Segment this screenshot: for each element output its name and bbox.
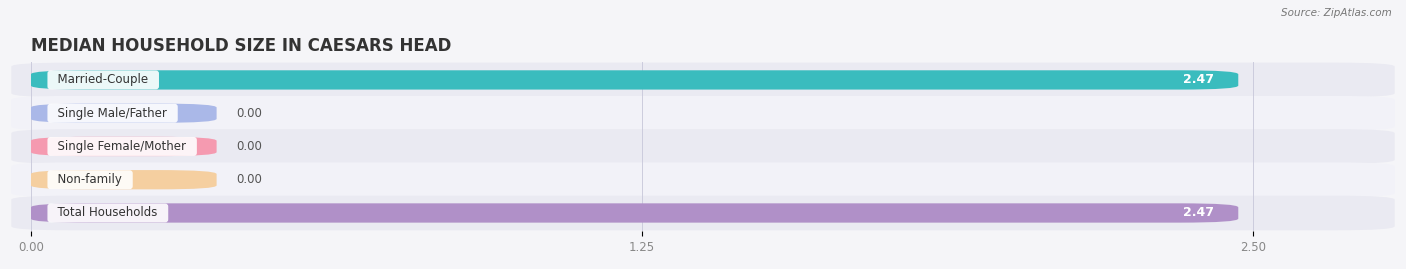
FancyBboxPatch shape bbox=[11, 162, 1395, 197]
FancyBboxPatch shape bbox=[11, 63, 1395, 97]
Text: 2.47: 2.47 bbox=[1182, 207, 1213, 220]
Text: Non-family: Non-family bbox=[51, 173, 129, 186]
Text: Total Households: Total Households bbox=[51, 207, 166, 220]
Text: 0.00: 0.00 bbox=[236, 107, 262, 120]
Text: Single Male/Father: Single Male/Father bbox=[51, 107, 174, 120]
FancyBboxPatch shape bbox=[11, 129, 1395, 164]
Text: Married-Couple: Married-Couple bbox=[51, 73, 156, 86]
FancyBboxPatch shape bbox=[31, 137, 217, 156]
FancyBboxPatch shape bbox=[11, 196, 1395, 230]
Text: 0.00: 0.00 bbox=[236, 140, 262, 153]
Text: Source: ZipAtlas.com: Source: ZipAtlas.com bbox=[1281, 8, 1392, 18]
FancyBboxPatch shape bbox=[31, 104, 217, 123]
FancyBboxPatch shape bbox=[31, 170, 217, 189]
Text: MEDIAN HOUSEHOLD SIZE IN CAESARS HEAD: MEDIAN HOUSEHOLD SIZE IN CAESARS HEAD bbox=[31, 37, 451, 55]
Text: 2.47: 2.47 bbox=[1182, 73, 1213, 86]
FancyBboxPatch shape bbox=[11, 96, 1395, 130]
Text: Single Female/Mother: Single Female/Mother bbox=[51, 140, 194, 153]
FancyBboxPatch shape bbox=[31, 203, 1239, 223]
Text: 0.00: 0.00 bbox=[236, 173, 262, 186]
FancyBboxPatch shape bbox=[31, 70, 1239, 90]
